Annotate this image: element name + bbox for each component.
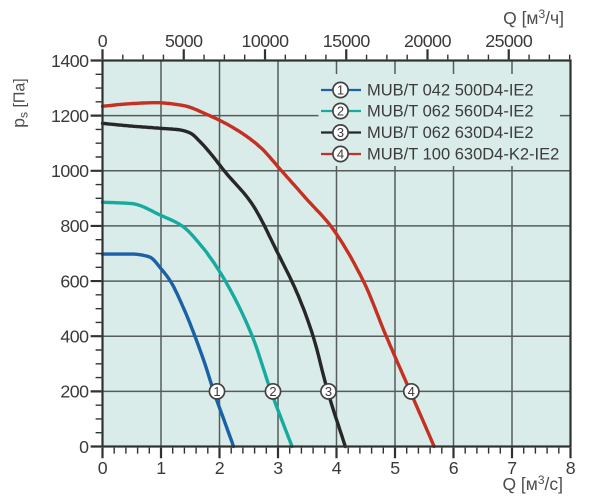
- svg-text:1400: 1400: [51, 51, 89, 71]
- svg-text:15000: 15000: [323, 31, 371, 51]
- svg-text:7: 7: [507, 458, 516, 478]
- svg-text:1: 1: [337, 83, 344, 98]
- svg-text:0: 0: [79, 437, 89, 457]
- svg-text:MUB/T 100 630D4-K2-IE2: MUB/T 100 630D4-K2-IE2: [367, 146, 559, 164]
- svg-text:ps [Па]: ps [Па]: [9, 78, 31, 127]
- svg-text:200: 200: [60, 382, 89, 402]
- svg-text:6: 6: [449, 458, 459, 478]
- svg-text:4: 4: [408, 384, 415, 399]
- svg-text:400: 400: [60, 327, 89, 347]
- svg-text:8: 8: [566, 458, 576, 478]
- svg-text:MUB/T 062 630D4-IE2: MUB/T 062 630D4-IE2: [367, 124, 534, 142]
- svg-text:MUB/T 062 560D4-IE2: MUB/T 062 560D4-IE2: [367, 103, 534, 121]
- svg-text:2: 2: [215, 458, 224, 478]
- svg-text:4: 4: [337, 147, 344, 162]
- svg-text:10000: 10000: [242, 31, 290, 51]
- svg-text:2: 2: [337, 104, 344, 119]
- svg-text:3: 3: [273, 458, 283, 478]
- svg-text:Q [м3/ч]: Q [м3/ч]: [503, 7, 564, 28]
- svg-text:5000: 5000: [165, 31, 203, 51]
- svg-text:1200: 1200: [51, 106, 89, 126]
- svg-text:3: 3: [337, 125, 344, 140]
- svg-text:5: 5: [390, 458, 400, 478]
- svg-text:600: 600: [60, 271, 89, 291]
- svg-text:Q [м3/с]: Q [м3/с]: [502, 473, 563, 494]
- svg-text:800: 800: [60, 216, 89, 236]
- svg-text:1000: 1000: [51, 161, 89, 181]
- svg-text:3: 3: [325, 384, 332, 399]
- svg-text:1: 1: [213, 384, 220, 399]
- svg-text:20000: 20000: [404, 31, 452, 51]
- svg-text:1: 1: [156, 458, 166, 478]
- svg-text:4: 4: [332, 458, 342, 478]
- svg-text:2: 2: [269, 384, 276, 399]
- svg-text:MUB/T 042 500D4-IE2: MUB/T 042 500D4-IE2: [367, 82, 534, 100]
- svg-text:0: 0: [98, 31, 108, 51]
- svg-text:0: 0: [98, 458, 108, 478]
- svg-text:25000: 25000: [485, 31, 533, 51]
